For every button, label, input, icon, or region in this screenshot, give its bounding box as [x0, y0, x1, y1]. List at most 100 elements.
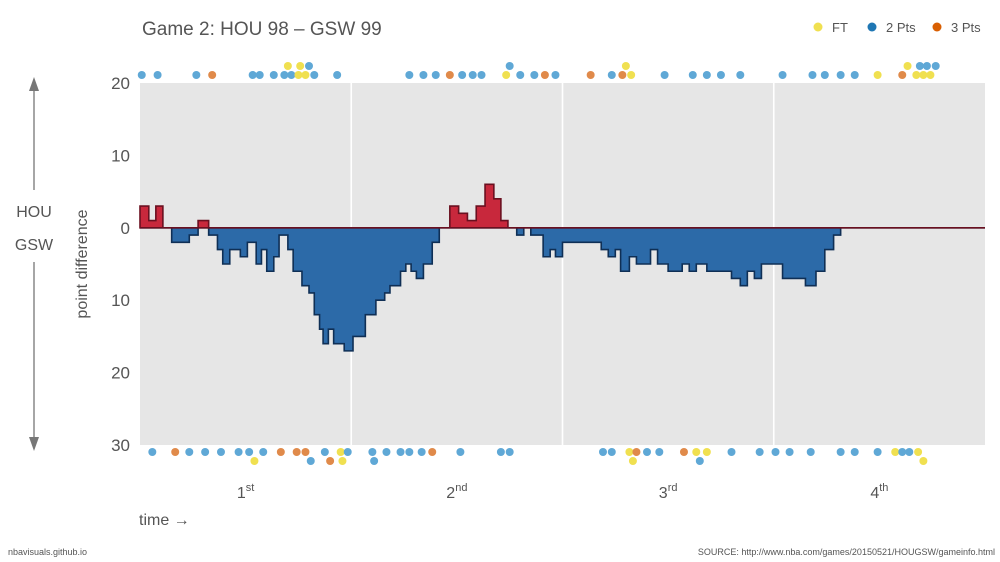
- gsw-score-dot: [326, 457, 335, 465]
- gsw-score-dot: [171, 448, 180, 456]
- gsw-score-dot: [417, 448, 426, 456]
- hou-score-dot: [808, 71, 817, 79]
- hou-score-dot: [255, 71, 264, 79]
- hou-score-dot: [551, 71, 560, 79]
- hou-score-dot: [137, 71, 146, 79]
- hou-score-dot: [405, 71, 414, 79]
- gsw-score-dot: [632, 448, 641, 456]
- legend: FT 2 Pts 3 Pts: [813, 20, 981, 35]
- chart-title: Game 2: HOU 98 – GSW 99: [142, 19, 382, 40]
- hou-score-dot: [310, 71, 319, 79]
- hou-score-dot: [621, 62, 630, 70]
- gsw-score-dot: [306, 457, 315, 465]
- hou-score-dot: [301, 71, 310, 79]
- gsw-score-dot: [643, 448, 651, 456]
- down-arrow-icon: [29, 437, 39, 451]
- hou-lead-area: [139, 183, 985, 229]
- y-tick-label: 30: [111, 436, 130, 455]
- gsw-score-dot: [905, 448, 914, 456]
- y-tick-labels: 20 10 0 10 20 30: [111, 74, 130, 455]
- gsw-score-dot: [505, 448, 514, 456]
- hou-side-label: HOU: [16, 204, 52, 221]
- y-tick-label: 20: [111, 364, 130, 383]
- legend-swatch: [932, 22, 942, 32]
- quarter-label: 2nd: [446, 482, 467, 502]
- gsw-score-dot: [428, 448, 437, 456]
- gsw-score-dot: [368, 448, 377, 456]
- gsw-score-dot: [292, 448, 301, 456]
- hou-score-dot: [287, 71, 296, 79]
- hou-score-dot: [333, 71, 342, 79]
- hou-score-dot: [248, 71, 257, 79]
- gsw-score-dot: [396, 448, 405, 456]
- gsw-score-dot: [785, 448, 794, 456]
- gsw-score-dot: [496, 448, 505, 456]
- hou-score-dot: [898, 71, 907, 79]
- scoring-events: [137, 62, 940, 465]
- legend-swatch: [813, 22, 823, 32]
- legend-swatch: [867, 22, 877, 32]
- hou-score-dot: [688, 71, 697, 79]
- hou-score-dot: [903, 62, 912, 70]
- gsw-score-dot: [914, 448, 923, 456]
- hou-score-dot: [931, 62, 940, 70]
- hou-score-dot: [716, 71, 725, 79]
- gsw-score-dot: [456, 448, 465, 456]
- hou-score-dot: [305, 62, 313, 70]
- gsw-score-dot: [234, 448, 243, 456]
- hou-score-dot: [778, 71, 787, 79]
- hou-score-dot: [208, 71, 217, 79]
- hou-score-dot: [530, 71, 539, 79]
- hou-score-dot: [873, 71, 882, 79]
- footer-site: nbavisuals.github.io: [8, 547, 87, 557]
- hou-score-dot: [516, 71, 525, 79]
- y-tick-label: 10: [111, 291, 130, 310]
- gsw-score-dot: [320, 448, 329, 456]
- hou-score-dot: [458, 71, 467, 79]
- hou-score-dot: [445, 71, 454, 79]
- hou-score-dot: [836, 71, 845, 79]
- footer-source: SOURCE: http://www.nba.com/games/2015052…: [698, 547, 995, 557]
- hou-score-dot: [269, 71, 278, 79]
- legend-label: 3 Pts: [951, 20, 981, 35]
- hou-score-dot: [294, 71, 303, 79]
- y-axis-label: point difference: [74, 209, 91, 318]
- quarter-number: 3: [659, 485, 668, 502]
- x-axis-label: time →: [139, 512, 190, 529]
- gsw-score-dot: [771, 448, 780, 456]
- y-tick-label: 20: [111, 74, 130, 93]
- hou-score-dot: [586, 71, 595, 79]
- gsw-score-dot: [148, 448, 157, 456]
- gsw-score-dot: [301, 448, 310, 456]
- margin-areas: [139, 183, 985, 352]
- hou-score-dot: [912, 71, 921, 79]
- gsw-score-dot: [598, 448, 607, 456]
- gsw-score-dot: [405, 448, 414, 456]
- gsw-score-dot: [655, 448, 664, 456]
- quarter-label: 1st: [237, 482, 254, 502]
- gsw-score-dot: [338, 457, 347, 465]
- gsw-score-dot: [873, 448, 882, 456]
- hou-score-dot: [627, 71, 636, 79]
- gsw-score-dot: [806, 448, 815, 456]
- gsw-score-dot: [276, 448, 285, 456]
- hou-score-dot: [926, 71, 935, 79]
- gsw-score-dot: [259, 448, 268, 456]
- quarter-number: 1: [237, 485, 246, 502]
- quarter-suffix: th: [879, 482, 888, 494]
- hou-score-dot: [736, 71, 745, 79]
- legend-label: 2 Pts: [886, 20, 916, 35]
- quarter-suffix: st: [246, 482, 255, 494]
- hou-score-dot: [702, 71, 711, 79]
- gsw-score-dot: [891, 448, 900, 456]
- gsw-score-dot: [628, 457, 637, 465]
- hou-score-dot: [296, 62, 305, 70]
- hou-score-dot: [919, 71, 928, 79]
- quarter-suffix: rd: [668, 482, 678, 494]
- hou-score-dot: [502, 71, 511, 79]
- hou-score-dot: [477, 71, 486, 79]
- hou-score-dot: [468, 71, 477, 79]
- quarter-labels: 1st 2nd 3rd 4th: [237, 482, 889, 502]
- gsw-score-dot: [898, 448, 907, 456]
